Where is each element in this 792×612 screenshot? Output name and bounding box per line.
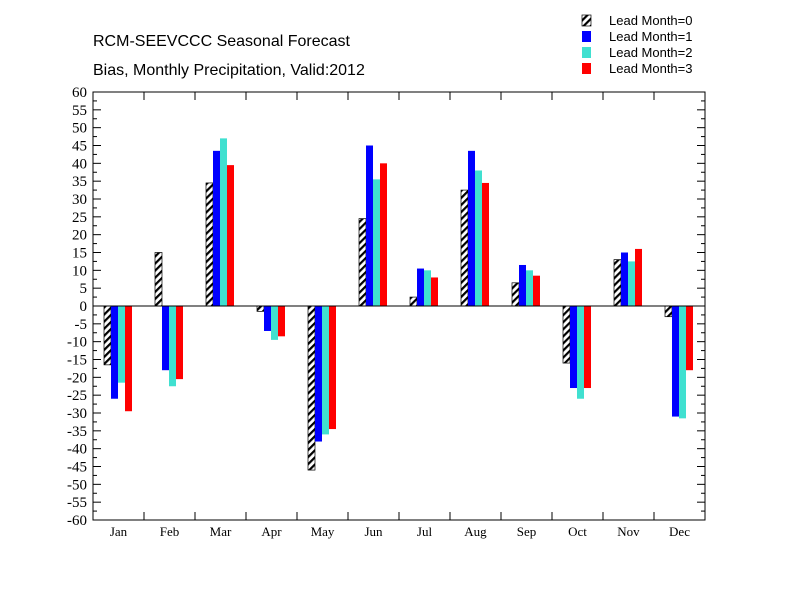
legend-label-2: Lead Month=2 [609,45,692,60]
bar-dec-series-3 [686,306,693,371]
xtick-label-jan: Jan [110,524,128,539]
ytick-label: -40 [67,442,87,458]
ytick-label: 45 [72,139,87,155]
ytick-label: 0 [80,299,88,315]
bar-mar-series-2 [220,138,227,306]
xtick-label-feb: Feb [160,524,180,539]
bar-apr-series-3 [278,306,285,337]
xtick-label-mar: Mar [210,524,232,539]
bar-nov-series-2 [628,261,635,306]
legend-swatch-2 [582,47,591,58]
bar-jun-series-2 [373,179,380,306]
bar-may-series-2 [322,306,329,435]
ytick-label: 30 [72,192,87,208]
bar-nov-series-0 [613,259,622,307]
ytick-label: 15 [72,246,87,262]
bar-feb-series-3 [176,306,183,380]
xtick-label-aug: Aug [464,524,487,539]
bar-mar-series-3 [227,165,234,306]
ytick-label: -60 [67,513,87,529]
bar-jul-series-0 [409,296,418,307]
bar-nov-series-3 [635,248,642,306]
bar-jul-series-1 [417,268,424,306]
xtick-label-jun: Jun [364,524,383,539]
xtick-label-dec: Dec [669,524,690,539]
legend-swatch-3 [582,63,591,74]
ytick-label: 10 [72,263,87,279]
bar-jan-series-2 [118,306,125,383]
ytick-label: 60 [72,85,87,101]
bar-jan-series-1 [111,306,118,399]
ytick-label: -15 [67,353,87,369]
bar-sep-series-0 [511,282,520,307]
bar-apr-series-1 [264,306,271,331]
xtick-label-apr: Apr [261,524,282,539]
ytick-label: 40 [72,156,87,172]
bar-sep-series-3 [533,275,540,306]
legend-label-0: Lead Month=0 [609,13,692,28]
bar-sep-series-2 [526,270,533,306]
bar-oct-series-0 [562,305,571,364]
ytick-label: -20 [67,370,87,386]
bar-may-series-0 [307,305,316,471]
legend-swatch-0 [581,14,592,27]
bar-aug-series-0 [460,189,469,307]
ytick-label: 20 [72,228,87,244]
bar-jun-series-3 [380,163,387,306]
legend-label-1: Lead Month=1 [609,29,692,44]
bar-aug-series-3 [482,182,489,306]
bar-nov-series-1 [621,252,628,306]
bar-jun-series-1 [366,145,373,306]
bar-may-series-3 [329,306,336,430]
ytick-label: -35 [67,424,87,440]
bar-apr-series-2 [271,306,278,340]
bar-oct-series-3 [584,306,591,389]
bar-jul-series-2 [424,270,431,306]
bar-mar-series-0 [205,182,214,307]
bar-jan-series-0 [103,305,112,366]
chart-subtitle: Bias, Monthly Precipitation, Valid:2012 [93,62,365,79]
bar-jan-series-3 [125,306,132,412]
legend-swatch-1 [582,31,591,42]
bar-may-series-1 [315,306,322,442]
ytick-label: 55 [72,103,87,119]
bar-aug-series-2 [475,170,482,306]
bar-sep-series-1 [519,264,526,306]
bar-jul-series-3 [431,277,438,306]
bar-aug-series-1 [468,150,475,306]
xtick-label-jul: Jul [417,524,433,539]
ytick-label: -10 [67,335,87,351]
ytick-label: -55 [67,495,87,511]
bar-apr-series-0 [256,305,265,312]
bar-feb-series-0 [154,252,163,307]
xtick-label-sep: Sep [517,524,537,539]
bar-dec-series-2 [679,306,686,419]
ytick-label: -50 [67,477,87,493]
ytick-label: -5 [75,317,88,333]
bar-dec-series-0 [664,305,673,318]
bar-feb-series-1 [162,306,169,371]
bar-dec-series-1 [672,306,679,417]
ytick-label: 5 [80,281,88,297]
legend-label-3: Lead Month=3 [609,61,692,76]
plot-area: -60-55-50-45-40-35-30-25-20-15-10-505101… [67,85,706,539]
xtick-label-nov: Nov [617,524,640,539]
xtick-label-may: May [311,524,335,539]
ytick-label: -45 [67,460,87,476]
ytick-label: 35 [72,174,87,190]
ytick-label: 50 [72,121,87,137]
chart-title: RCM-SEEVCCC Seasonal Forecast [93,33,351,50]
bar-feb-series-2 [169,306,176,387]
ytick-label: 25 [72,210,87,226]
ytick-label: -30 [67,406,87,422]
xtick-label-oct: Oct [568,524,587,539]
bar-oct-series-2 [577,306,584,399]
bar-jun-series-0 [358,218,367,307]
bar-mar-series-1 [213,150,220,306]
ytick-label: -25 [67,388,87,404]
bar-oct-series-1 [570,306,577,389]
